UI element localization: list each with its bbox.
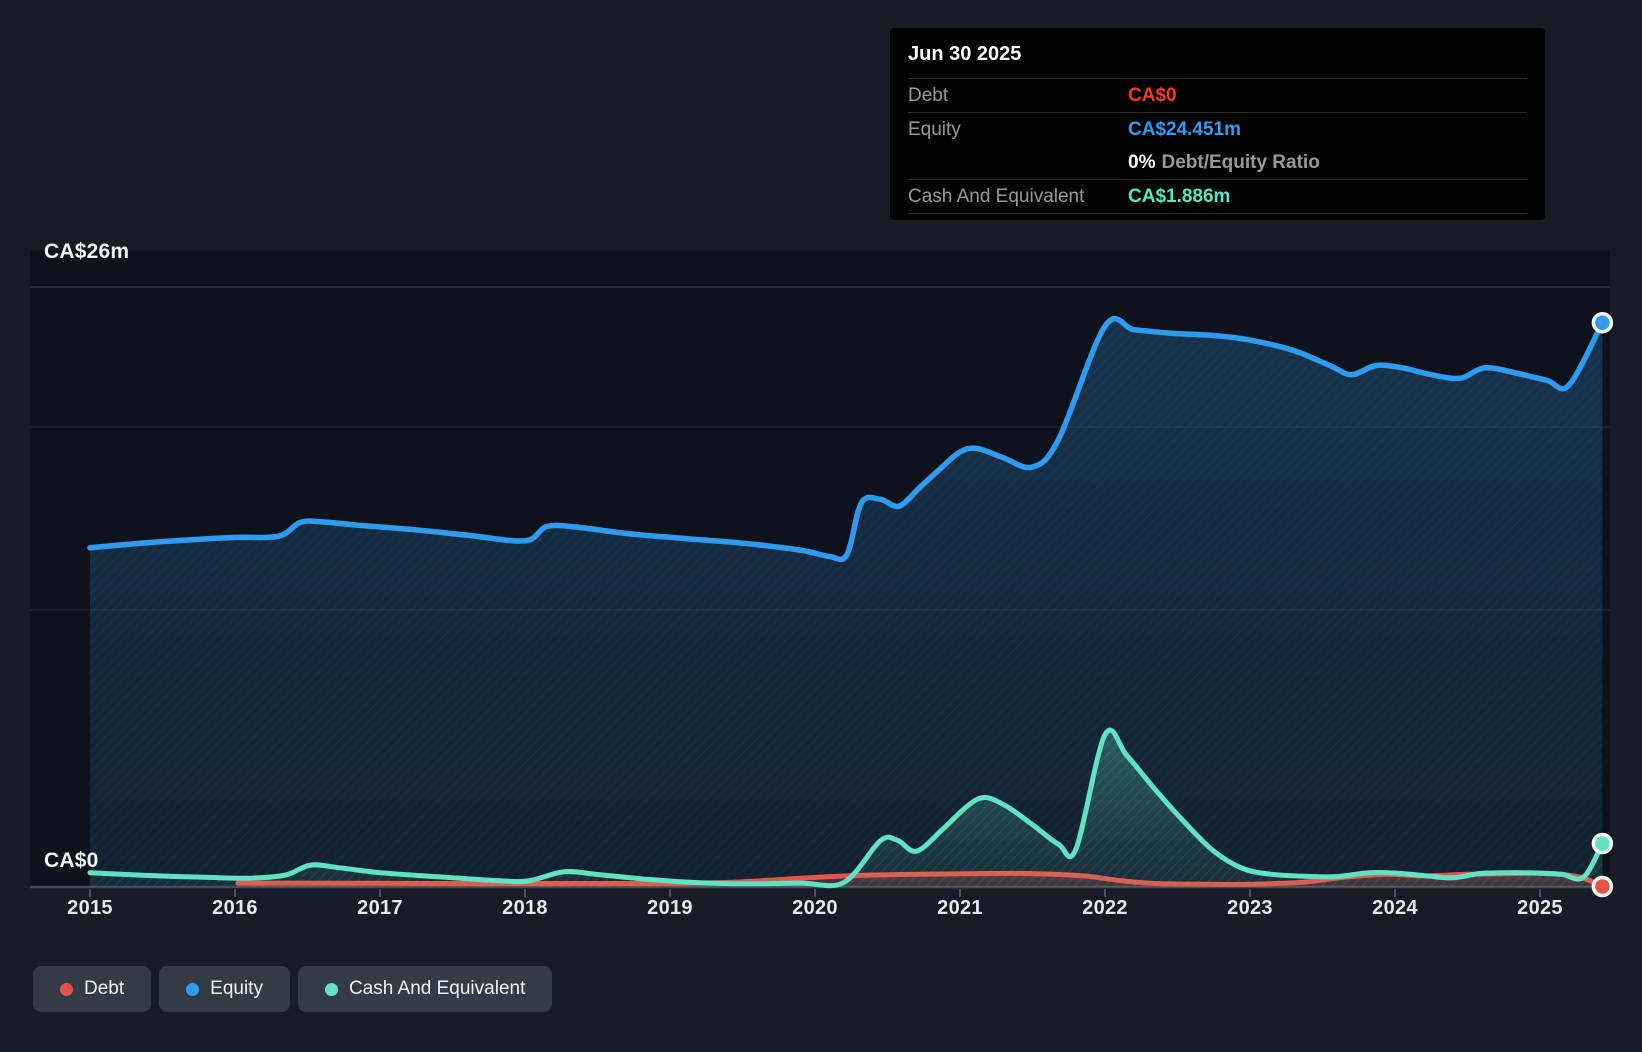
tooltip-row-debt: Debt CA$0: [908, 78, 1527, 112]
x-axis-label-2020: 2020: [792, 897, 838, 920]
legend-item-cash[interactable]: Cash And Equivalent: [298, 966, 552, 1012]
equity-series-dot-icon: [186, 983, 199, 996]
tooltip-debt-value: CA$0: [1128, 85, 1177, 107]
x-axis-label-2015: 2015: [67, 897, 113, 920]
y-axis-max-label: CA$26m: [44, 240, 129, 264]
tooltip-debt-label: Debt: [908, 85, 1128, 107]
x-axis-label-2017: 2017: [357, 897, 403, 920]
tooltip-date: Jun 30 2025: [908, 43, 1527, 78]
cash-series-dot-icon: [325, 983, 338, 996]
legend-item-equity[interactable]: Equity: [159, 966, 290, 1012]
tooltip-cash-value: CA$1.886m: [1128, 186, 1230, 208]
x-axis-label-2024: 2024: [1372, 897, 1418, 920]
y-axis-zero-label: CA$0: [44, 849, 99, 873]
x-axis-label-2025: 2025: [1517, 897, 1563, 920]
tooltip-ratio-label: Debt/Equity Ratio: [1161, 152, 1319, 173]
tooltip-cash-label: Cash And Equivalent: [908, 186, 1128, 208]
x-axis-label-2021: 2021: [937, 897, 983, 920]
legend-cash-label: Cash And Equivalent: [349, 978, 525, 1000]
tooltip-row-ratio: 0% Debt/Equity Ratio: [908, 146, 1527, 179]
chart-legend: Debt Equity Cash And Equivalent: [33, 966, 552, 1012]
tooltip-row-cash: Cash And Equivalent CA$1.886m: [908, 179, 1527, 214]
x-axis-label-2023: 2023: [1227, 897, 1273, 920]
chart-tooltip: Jun 30 2025 Debt CA$0 Equity CA$24.451m …: [890, 28, 1545, 220]
tooltip-ratio: 0% Debt/Equity Ratio: [1128, 152, 1320, 174]
tooltip-equity-label: Equity: [908, 119, 1128, 141]
x-axis-label-2018: 2018: [502, 897, 548, 920]
x-axis-label-2019: 2019: [647, 897, 693, 920]
tooltip-row-equity: Equity CA$24.451m: [908, 112, 1527, 146]
x-axis-label-2016: 2016: [212, 897, 258, 920]
legend-item-debt[interactable]: Debt: [33, 966, 151, 1012]
balance-sheet-history-chart: CA$26m CA$0 2015 2016 2017 2018 2019 2020 2021…: [0, 0, 1642, 1052]
tooltip-ratio-value: 0%: [1128, 152, 1155, 173]
tooltip-equity-value: CA$24.451m: [1128, 119, 1241, 141]
legend-equity-label: Equity: [210, 978, 263, 1000]
legend-debt-label: Debt: [84, 978, 124, 1000]
x-axis-label-2022: 2022: [1082, 897, 1128, 920]
debt-series-dot-icon: [60, 983, 73, 996]
